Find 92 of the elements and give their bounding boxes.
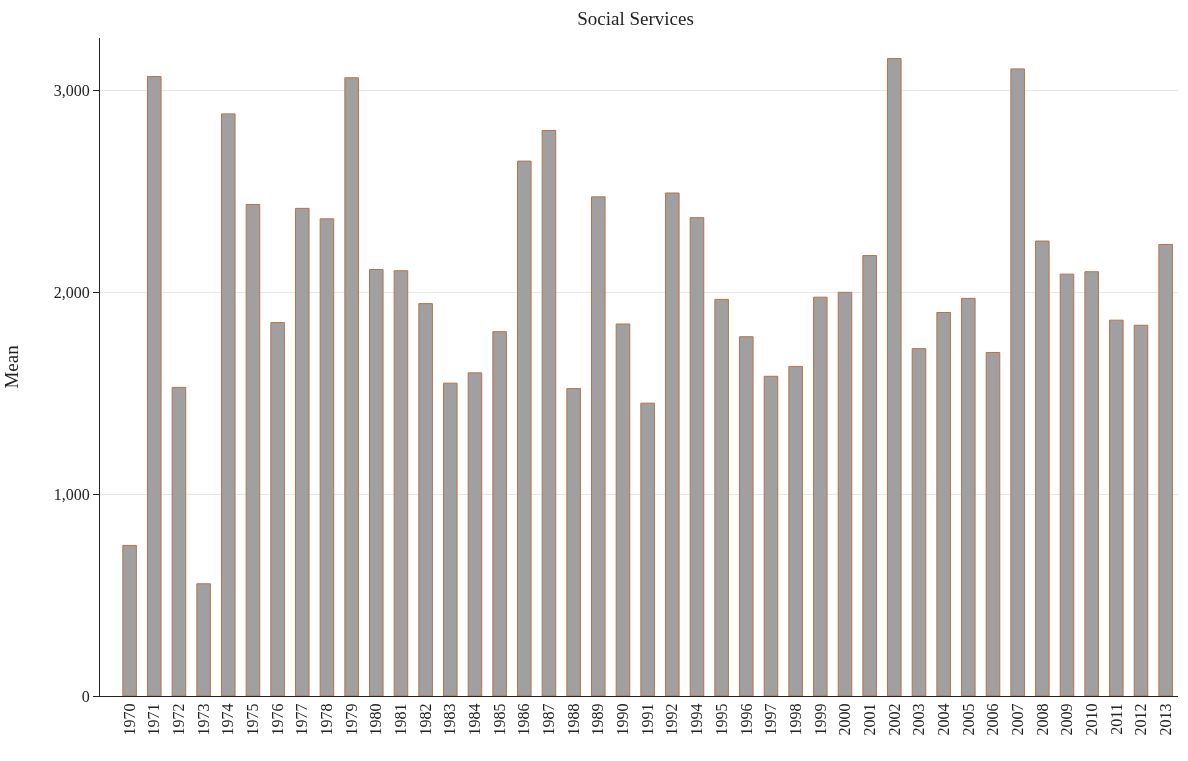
bar <box>1109 319 1124 696</box>
bar <box>1059 273 1075 696</box>
bar <box>541 129 557 696</box>
x-tick-label: 1999 <box>811 703 829 736</box>
bar <box>985 351 1001 696</box>
bar <box>665 192 680 696</box>
chart-title: Social Services <box>577 7 694 29</box>
bar <box>763 375 779 696</box>
x-tick-label: 1988 <box>564 703 582 736</box>
x-tick-label: 1974 <box>219 703 237 736</box>
x-tick-label: 1981 <box>392 703 410 736</box>
bar <box>640 402 655 696</box>
x-tick-label: 1970 <box>120 703 138 736</box>
bar <box>1133 324 1149 696</box>
x-tick-label: 1987 <box>540 703 558 736</box>
bar <box>837 291 853 696</box>
x-tick-label: 1972 <box>170 703 188 736</box>
bar <box>220 113 236 696</box>
bar <box>344 77 359 696</box>
x-tick-label: 1982 <box>416 703 434 736</box>
x-tick-label: 1989 <box>589 703 607 736</box>
x-tick-label: 1995 <box>712 703 730 736</box>
x-tick-label: 1991 <box>638 703 656 736</box>
x-tick-label: 1973 <box>194 703 212 736</box>
bar <box>1084 271 1099 696</box>
bar <box>862 255 877 696</box>
x-tick-label: 2007 <box>1008 703 1026 736</box>
x-tick-label: 1990 <box>614 703 632 736</box>
bar <box>911 348 927 696</box>
x-tick-label: 2000 <box>836 703 854 736</box>
x-tick-label: 1979 <box>342 703 360 736</box>
x-tick-label: 1978 <box>318 703 336 736</box>
x-tick-label: 1976 <box>268 703 286 736</box>
bar <box>418 303 433 696</box>
bar <box>196 583 211 696</box>
x-tick-label: 1996 <box>737 703 755 736</box>
x-tick-label: 1971 <box>145 703 163 736</box>
bar <box>887 58 902 696</box>
bar <box>813 296 828 696</box>
y-tick-label: 3,000 <box>53 82 90 100</box>
x-tick-label: 2010 <box>1082 703 1100 736</box>
x-tick-label: 1984 <box>466 703 484 736</box>
x-tick-label: 2002 <box>885 703 903 736</box>
x-tick-label: 1986 <box>515 703 533 736</box>
x-tick-label: 2003 <box>910 703 928 736</box>
bar <box>591 196 606 696</box>
bar <box>566 388 581 696</box>
x-tick-label: 2013 <box>1156 703 1174 736</box>
bar <box>171 386 187 696</box>
x-tick-label: 2009 <box>1058 703 1076 736</box>
y-tick-label: 0 <box>81 687 90 705</box>
bar <box>122 544 137 696</box>
x-tick-label: 2006 <box>984 703 1002 736</box>
x-tick-label: 1997 <box>762 703 780 736</box>
bar <box>961 297 976 696</box>
bar <box>393 270 409 696</box>
bar <box>245 204 261 696</box>
y-tick-label: 1,000 <box>53 485 90 503</box>
bar <box>739 336 754 696</box>
bar <box>689 217 705 696</box>
bar <box>1158 243 1173 696</box>
bar <box>615 323 631 696</box>
x-tick-label: 1980 <box>367 703 385 736</box>
y-tick-label: 2,000 <box>53 283 90 301</box>
x-tick-label: 2004 <box>934 703 952 736</box>
bar <box>936 312 951 696</box>
x-tick-label: 1977 <box>293 703 311 736</box>
x-tick-label: 1983 <box>441 703 459 736</box>
x-tick-label: 1975 <box>244 703 262 736</box>
bar <box>270 322 285 696</box>
bar <box>295 207 310 696</box>
bar <box>1035 240 1050 696</box>
bar <box>492 331 507 696</box>
x-tick-label: 2001 <box>860 703 878 736</box>
x-tick-label: 1992 <box>663 703 681 736</box>
y-axis-title: Mean <box>0 344 22 389</box>
x-tick-label: 2012 <box>1132 703 1150 736</box>
bar <box>369 269 384 696</box>
x-tick-label: 2005 <box>959 703 977 736</box>
bar <box>788 365 803 696</box>
x-tick-label: 1994 <box>688 703 706 736</box>
bar <box>319 218 335 696</box>
x-tick-label: 2011 <box>1107 703 1125 735</box>
bar <box>1010 68 1025 696</box>
bar <box>714 298 729 696</box>
bar <box>146 76 162 696</box>
x-tick-label: 1998 <box>786 703 804 736</box>
x-tick-label: 2008 <box>1033 703 1051 736</box>
bar <box>467 372 483 696</box>
x-tick-label: 1985 <box>490 703 508 736</box>
bar <box>443 382 458 696</box>
bar <box>517 160 532 696</box>
